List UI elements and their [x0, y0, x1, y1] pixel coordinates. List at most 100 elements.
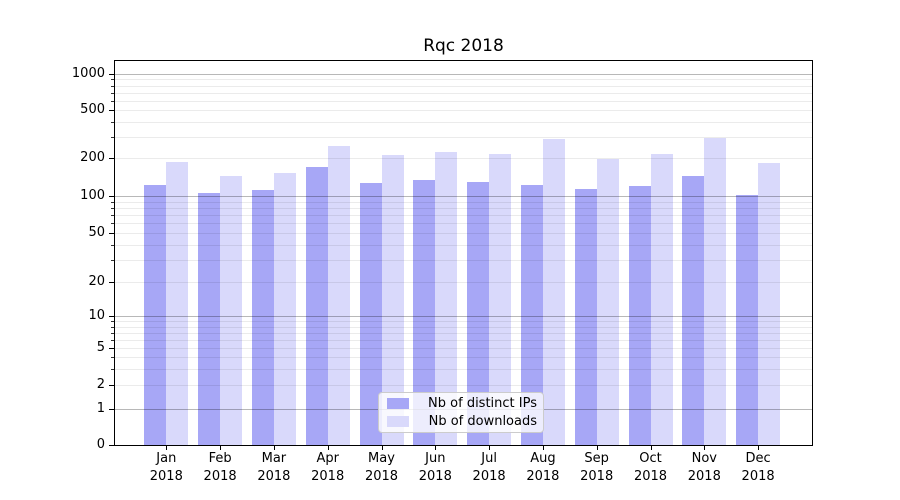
x-tick-mark: [381, 445, 383, 450]
gridline-minor: [115, 79, 812, 81]
gridline-minor: [115, 348, 812, 350]
gridline-minor: [115, 207, 812, 209]
gridline-minor: [115, 368, 812, 370]
gridline-major: [115, 196, 812, 197]
legend-label-distinct-ips: Nb of distinct IPs: [428, 396, 537, 412]
y-tick-mark: [109, 445, 114, 446]
x-tick-year: 2018: [633, 468, 668, 484]
x-tick-label-apr: Apr 2018: [296, 450, 360, 485]
x-tick-mark: [704, 445, 706, 450]
gridline-minor: [115, 244, 812, 246]
x-tick-mark: [596, 445, 598, 450]
y-tick-label: 100: [80, 188, 105, 203]
y-tick-mark: [109, 196, 114, 197]
x-tick-label-oct: Oct 2018: [619, 450, 683, 485]
x-tick-year: 2018: [526, 468, 560, 484]
y-minor-tick-mark: [111, 85, 114, 87]
y-minor-tick-mark: [111, 223, 114, 225]
x-tick-mark: [650, 445, 652, 450]
y-minor-tick-mark: [111, 79, 114, 81]
bar-dec-downloads: [758, 162, 781, 445]
gridline-minor: [115, 214, 812, 216]
legend: Nb of distinct IPs Nb of downloads: [378, 392, 544, 433]
gridline-minor: [115, 384, 812, 386]
y-minor-tick-mark: [111, 357, 114, 359]
x-tick-month: Oct: [639, 451, 662, 466]
x-tick-label-dec: Dec 2018: [726, 450, 790, 485]
x-tick-month: Jul: [481, 451, 497, 466]
y-minor-tick-mark: [111, 201, 114, 203]
plot-area: 0 1 2 5 10 20 50 100 200 500 1000 Jan 2018 Feb 2018 Mar…: [72, 60, 813, 484]
x-tick-month: Jan: [156, 451, 177, 466]
y-minor-tick-mark: [111, 339, 114, 341]
x-tick-mark: [220, 445, 222, 450]
y-tick-label: 10: [88, 308, 105, 324]
y-tick-label: 1000: [71, 66, 105, 82]
x-tick-mark: [327, 445, 329, 450]
bar-jan-downloads: [166, 162, 189, 445]
y-minor-tick-mark: [111, 321, 114, 323]
gridline-minor: [115, 260, 812, 262]
y-tick-mark: [109, 157, 114, 159]
x-tick-mark: [758, 445, 760, 450]
x-tick-month: Apr: [316, 451, 339, 466]
y-tick-mark: [109, 232, 114, 234]
y-tick-mark: [109, 74, 114, 76]
x-tick-month: Feb: [208, 451, 232, 466]
x-tick-label-feb: Feb 2018: [188, 450, 252, 485]
gridline-minor: [115, 357, 812, 359]
gridline-minor: [115, 92, 812, 94]
gridline-minor: [115, 332, 812, 334]
x-tick-label-aug: Aug 2018: [511, 450, 575, 485]
x-tick-year: 2018: [418, 468, 452, 484]
x-tick-month: Jun: [425, 451, 446, 466]
bar-mar-distinct-ips: [251, 190, 274, 445]
legend-item-downloads: Nb of downloads: [387, 413, 537, 430]
gridline-minor: [115, 321, 812, 323]
x-tick-year: 2018: [472, 468, 506, 484]
x-tick-mark: [273, 445, 275, 450]
gridline-minor: [115, 136, 812, 138]
y-minor-tick-mark: [111, 121, 114, 123]
bar-sep-downloads: [596, 159, 619, 445]
x-tick-month: May: [368, 451, 395, 466]
y-tick-label: 20: [88, 274, 105, 290]
x-tick-label-jan: Jan 2018: [134, 450, 198, 485]
bar-jul-distinct-ips: [467, 181, 490, 445]
legend-swatch-downloads: [387, 415, 409, 427]
x-tick-mark: [166, 445, 168, 450]
bar-nov-distinct-ips: [682, 175, 705, 445]
x-tick-month: Nov: [691, 451, 717, 466]
gridline-minor: [115, 339, 812, 341]
x-tick-year: 2018: [203, 468, 237, 484]
chart-title: Rqc 2018: [423, 36, 504, 56]
bar-feb-downloads: [220, 176, 243, 445]
x-tick-month: Sep: [584, 451, 609, 466]
bar-jan-distinct-ips: [144, 185, 167, 445]
y-minor-tick-mark: [111, 92, 114, 94]
y-minor-tick-mark: [111, 332, 114, 334]
x-tick-mark: [542, 445, 544, 450]
x-tick-label-jul: Jul 2018: [457, 450, 521, 485]
y-tick-label: 0: [96, 437, 105, 452]
y-minor-tick-mark: [111, 368, 114, 370]
bar-oct-distinct-ips: [628, 186, 651, 445]
legend-swatch-distinct-ips: [387, 398, 409, 410]
bar-jul-downloads: [489, 154, 512, 445]
y-tick-label: 5: [96, 340, 105, 356]
bar-sep-distinct-ips: [574, 188, 597, 445]
y-minor-tick-mark: [111, 100, 114, 102]
y-tick-mark: [109, 282, 114, 284]
y-minor-tick-mark: [111, 244, 114, 246]
y-minor-tick-mark: [111, 260, 114, 262]
x-tick-year: 2018: [741, 468, 775, 484]
x-tick-month: Aug: [530, 451, 556, 466]
x-tick-mark: [435, 445, 437, 450]
gridline-minor: [115, 223, 812, 225]
gridline-minor: [115, 157, 812, 159]
gridline-minor: [115, 100, 812, 102]
y-tick-label: 500: [80, 101, 105, 117]
gridline-minor: [115, 326, 812, 328]
gridline-minor: [115, 121, 812, 123]
